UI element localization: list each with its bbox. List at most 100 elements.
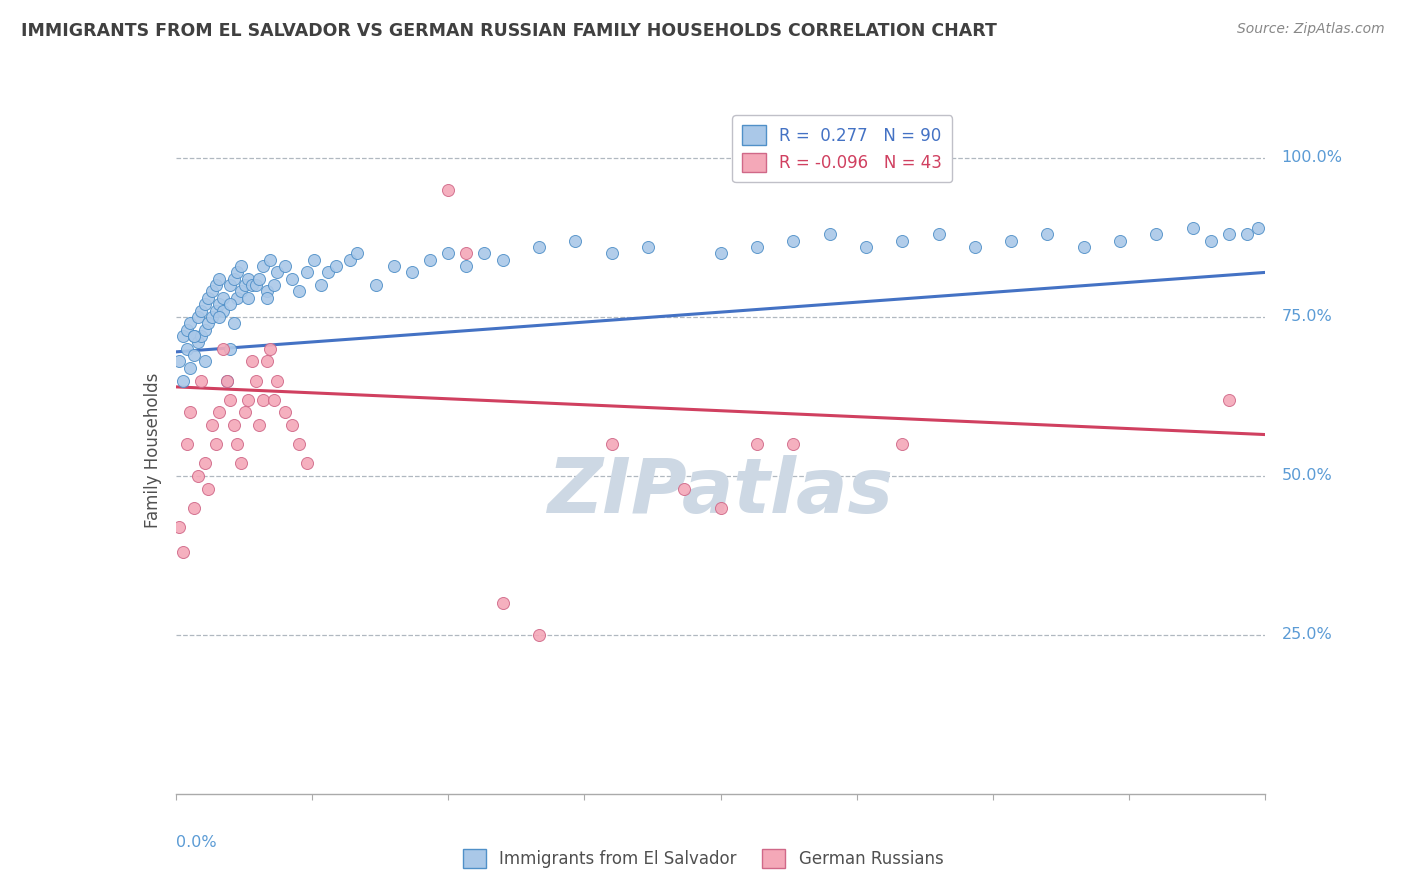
Point — [190, 374, 212, 388]
Point — [190, 329, 212, 343]
Text: 0.0%: 0.0% — [176, 835, 217, 850]
Text: Source: ZipAtlas.com: Source: ZipAtlas.com — [1237, 22, 1385, 37]
Point — [259, 342, 281, 356]
Point — [401, 265, 423, 279]
Text: 75.0%: 75.0% — [1282, 310, 1333, 325]
Text: 50.0%: 50.0% — [1282, 468, 1333, 483]
Point — [194, 323, 217, 337]
Point — [219, 297, 242, 311]
Y-axis label: Family Households: Family Households — [143, 373, 162, 528]
Legend: R =  0.277   N = 90, R = -0.096   N = 43: R = 0.277 N = 90, R = -0.096 N = 43 — [733, 115, 952, 182]
Point — [456, 246, 478, 260]
Point — [204, 437, 226, 451]
Point — [256, 354, 278, 368]
Point — [240, 354, 263, 368]
Point — [186, 335, 209, 350]
Point — [1236, 227, 1258, 242]
Point — [891, 234, 914, 248]
Point — [169, 354, 191, 368]
Point — [364, 278, 387, 293]
Point — [215, 374, 238, 388]
Point — [208, 310, 231, 324]
Text: ZIPatlas: ZIPatlas — [547, 455, 894, 529]
Point — [745, 437, 768, 451]
Point — [215, 374, 238, 388]
Point — [855, 240, 877, 254]
Point — [222, 316, 245, 330]
Point — [190, 303, 212, 318]
Point — [318, 265, 340, 279]
Point — [176, 437, 198, 451]
Point — [274, 405, 297, 419]
Point — [201, 285, 224, 299]
Point — [226, 437, 249, 451]
Point — [527, 240, 550, 254]
Point — [201, 310, 224, 324]
Point — [231, 259, 253, 273]
Point — [259, 252, 281, 267]
Text: 100.0%: 100.0% — [1282, 151, 1343, 165]
Point — [226, 291, 249, 305]
Point — [204, 303, 226, 318]
Point — [1199, 234, 1222, 248]
Point — [212, 303, 235, 318]
Point — [339, 252, 361, 267]
Point — [637, 240, 659, 254]
Point — [1218, 227, 1240, 242]
Point — [245, 374, 267, 388]
Point — [782, 437, 804, 451]
Point — [201, 417, 224, 432]
Point — [208, 297, 231, 311]
Point — [172, 374, 194, 388]
Point — [240, 278, 263, 293]
Point — [231, 456, 253, 470]
Point — [186, 310, 209, 324]
Text: 25.0%: 25.0% — [1282, 627, 1333, 642]
Point — [204, 278, 226, 293]
Point — [219, 278, 242, 293]
Point — [1218, 392, 1240, 407]
Point — [710, 246, 733, 260]
Point — [437, 246, 460, 260]
Point — [179, 405, 201, 419]
Point — [176, 323, 198, 337]
Point — [172, 329, 194, 343]
Point — [169, 520, 191, 534]
Point — [194, 297, 217, 311]
Point — [233, 278, 256, 293]
Point — [208, 271, 231, 285]
Point — [288, 437, 311, 451]
Point — [1146, 227, 1168, 242]
Point — [302, 252, 325, 267]
Point — [281, 417, 304, 432]
Text: IMMIGRANTS FROM EL SALVADOR VS GERMAN RUSSIAN FAMILY HOUSEHOLDS CORRELATION CHAR: IMMIGRANTS FROM EL SALVADOR VS GERMAN RU… — [21, 22, 997, 40]
Point — [673, 482, 696, 496]
Point — [194, 456, 217, 470]
Point — [256, 291, 278, 305]
Point — [1247, 220, 1270, 235]
Point — [1109, 234, 1132, 248]
Point — [194, 354, 217, 368]
Point — [233, 405, 256, 419]
Point — [346, 246, 368, 260]
Point — [238, 291, 260, 305]
Point — [222, 271, 245, 285]
Point — [527, 628, 550, 642]
Point — [245, 278, 267, 293]
Point — [197, 291, 219, 305]
Point — [474, 246, 496, 260]
Point — [263, 392, 285, 407]
Point — [179, 316, 201, 330]
Point — [252, 392, 274, 407]
Point — [295, 265, 318, 279]
Point — [266, 374, 288, 388]
Point — [782, 234, 804, 248]
Point — [325, 259, 347, 273]
Point — [274, 259, 297, 273]
Point — [456, 259, 478, 273]
Legend: Immigrants from El Salvador, German Russians: Immigrants from El Salvador, German Russ… — [456, 842, 950, 875]
Point — [256, 285, 278, 299]
Point — [564, 234, 586, 248]
Point — [183, 329, 205, 343]
Point — [818, 227, 841, 242]
